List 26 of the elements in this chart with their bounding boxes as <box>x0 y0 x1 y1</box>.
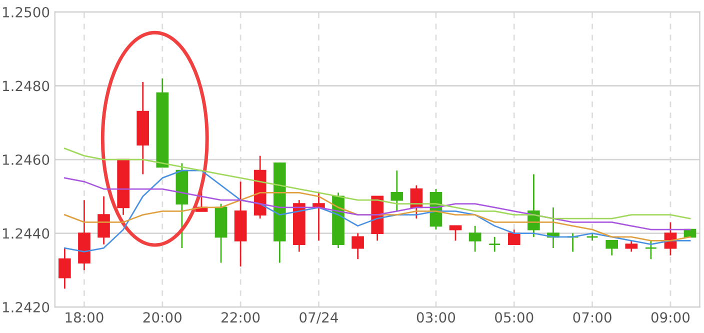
line-series <box>64 170 691 252</box>
x-tick-label: 07/24 <box>300 312 338 324</box>
candlestick <box>625 240 638 252</box>
candlestick <box>468 225 482 252</box>
candlestick <box>644 240 658 260</box>
line-series <box>64 177 691 230</box>
x-tick-label: 03:00 <box>416 312 456 323</box>
candlestick <box>449 225 462 242</box>
candlestick <box>58 247 71 290</box>
y-tick-label: 1.2480 <box>2 80 50 92</box>
y-tick-label: 1.2500 <box>2 6 50 18</box>
y-tick-label: 1.2460 <box>2 154 50 165</box>
y-tick-label: 1.2440 <box>2 228 50 239</box>
x-tick-label: 05:00 <box>495 312 534 323</box>
candlestick <box>488 236 501 252</box>
y-tick-label: 1.2420 <box>2 302 50 312</box>
candlestick <box>98 196 110 246</box>
candlestick <box>352 232 364 260</box>
candlestick <box>390 170 404 212</box>
candlestick <box>606 240 618 256</box>
x-tick-label: 07:00 <box>573 312 612 323</box>
x-tick-label: 20:00 <box>143 312 182 323</box>
candlestick <box>508 228 520 246</box>
x-tick-label: 09:00 <box>651 312 690 323</box>
x-tick-label: 22:00 <box>222 312 260 323</box>
x-tick-label: 18:00 <box>66 312 104 323</box>
